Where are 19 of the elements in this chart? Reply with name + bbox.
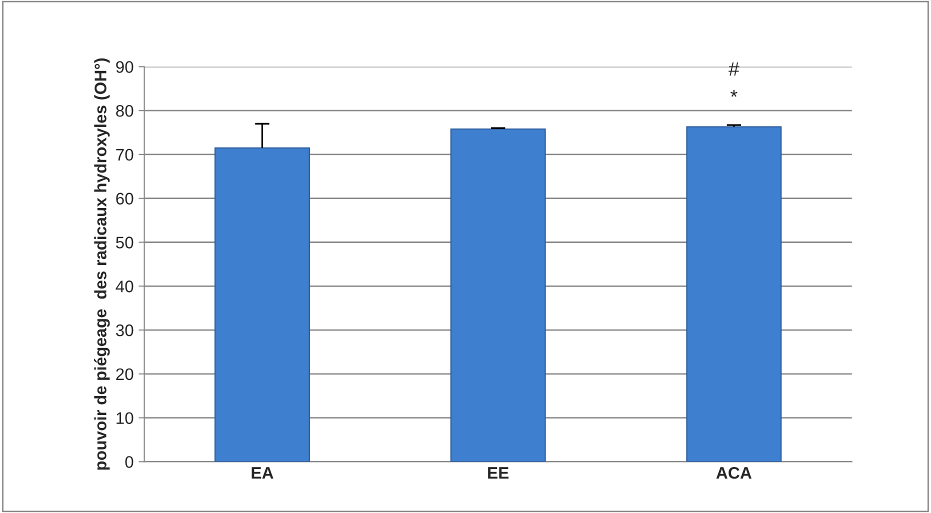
x-tick-label: EA — [252, 467, 274, 479]
y-tick-label: 60 — [116, 192, 134, 205]
x-tick-label: EE — [488, 467, 509, 479]
bar — [450, 128, 546, 462]
y-tick-label: 50 — [116, 236, 134, 248]
bar — [214, 147, 310, 462]
y-axis-title: pouvoir de piégeage des radicaux hydroxyles (OH°) — [94, 58, 110, 470]
annotation: # — [728, 62, 740, 76]
y-tick-label: 70 — [116, 148, 134, 161]
y-tick-label: 40 — [116, 280, 134, 292]
bar — [686, 126, 782, 462]
y-tick-label: 80 — [116, 104, 134, 117]
annotation: * — [730, 90, 738, 97]
y-tick-label: 30 — [116, 324, 134, 336]
y-tick-label: 0 — [125, 456, 134, 468]
y-tick-label: 90 — [116, 61, 134, 73]
y-tick-label: 20 — [116, 368, 134, 380]
x-tick-label: ACA — [716, 467, 752, 479]
y-tick-label: 10 — [116, 412, 134, 424]
